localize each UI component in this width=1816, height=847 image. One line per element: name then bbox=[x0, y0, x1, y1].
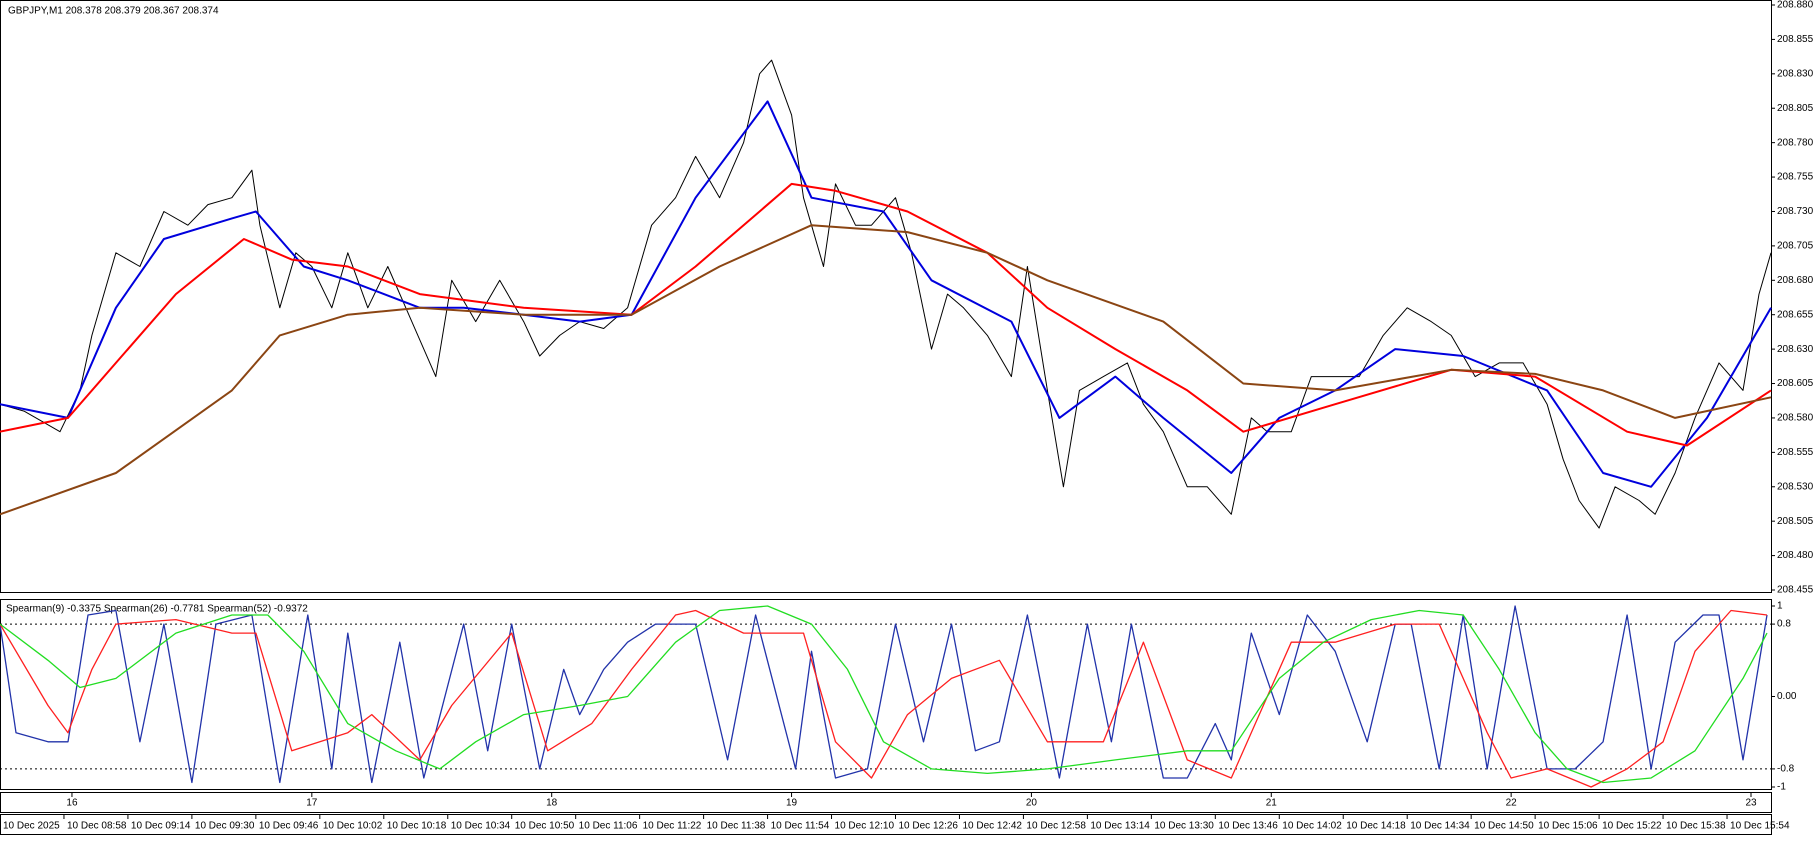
x-tick-label: 10 Dec 14:18 bbox=[1346, 821, 1406, 832]
indicator-frame bbox=[0, 599, 1772, 790]
x-tick-label: 10 Dec 11:54 bbox=[771, 821, 830, 832]
main-title: GBPJPY,M1 208.378 208.379 208.367 208.37… bbox=[8, 6, 219, 17]
x-tick-label: 10 Dec 09:46 bbox=[259, 821, 319, 832]
y-tick-label: 0.8 bbox=[1777, 619, 1791, 630]
indicator-title: Spearman(9) -0.3375 Spearman(26) -0.7781… bbox=[6, 604, 308, 615]
day-tick-label: 21 bbox=[1266, 798, 1278, 809]
y-tick-label: 208.880 bbox=[1777, 0, 1814, 11]
x-tick-label: 10 Dec 12:10 bbox=[835, 821, 895, 832]
series-line bbox=[0, 224, 1772, 516]
series-line bbox=[0, 609, 1768, 788]
day-tick-label: 22 bbox=[1506, 798, 1518, 809]
y-tick-label: 208.530 bbox=[1777, 481, 1814, 492]
x-tick-label: 10 Dec 14:34 bbox=[1410, 821, 1470, 832]
y-tick-label: 208.780 bbox=[1777, 137, 1814, 148]
y-tick-label: -0.8 bbox=[1777, 764, 1795, 775]
y-tick-label: -1 bbox=[1777, 782, 1786, 793]
day-tick-label: 17 bbox=[306, 798, 318, 809]
x-tick-label: 10 Dec 15:38 bbox=[1666, 821, 1726, 832]
x-tick-label: 10 Dec 13:46 bbox=[1218, 821, 1278, 832]
x-tick-label: 10 Dec 11:38 bbox=[707, 821, 766, 832]
x-tick-label: 10 Dec 09:30 bbox=[195, 821, 255, 832]
y-tick-label: 208.705 bbox=[1777, 241, 1814, 252]
y-tick-label: 0.00 bbox=[1777, 691, 1797, 702]
y-tick-label: 208.730 bbox=[1777, 206, 1814, 217]
y-tick-label: 208.855 bbox=[1777, 34, 1814, 45]
day-tick-label: 19 bbox=[786, 798, 798, 809]
x-tick-label: 10 Dec 08:58 bbox=[67, 821, 127, 832]
x-tick-label: 10 Dec 2025 bbox=[3, 821, 60, 832]
x-tick-label: 10 Dec 10:18 bbox=[387, 821, 447, 832]
x-tick-label: 10 Dec 10:50 bbox=[515, 821, 575, 832]
main-frame bbox=[0, 0, 1772, 593]
day-tick-label: 18 bbox=[546, 798, 558, 809]
x-tick-label: 10 Dec 15:54 bbox=[1730, 821, 1790, 832]
series-line bbox=[0, 605, 1768, 784]
y-tick-label: 1 bbox=[1777, 601, 1783, 612]
x-tick-label: 10 Dec 13:30 bbox=[1154, 821, 1214, 832]
x-tick-label: 10 Dec 11:22 bbox=[643, 821, 702, 832]
day-tick-label: 20 bbox=[1026, 798, 1038, 809]
day-tick-label: 23 bbox=[1745, 798, 1757, 809]
y-tick-label: 208.580 bbox=[1777, 413, 1814, 424]
y-tick-label: 208.480 bbox=[1777, 550, 1814, 561]
y-tick-label: 208.455 bbox=[1777, 585, 1814, 596]
x-tick-label: 10 Dec 15:06 bbox=[1538, 821, 1598, 832]
day-strip bbox=[0, 792, 1772, 813]
time-strip bbox=[0, 814, 1772, 835]
series-line bbox=[0, 100, 1772, 488]
x-tick-label: 10 Dec 11:06 bbox=[579, 821, 638, 832]
x-tick-label: 10 Dec 09:14 bbox=[131, 821, 191, 832]
x-tick-label: 10 Dec 12:26 bbox=[898, 821, 958, 832]
x-tick-label: 10 Dec 12:58 bbox=[1026, 821, 1086, 832]
y-tick-label: 208.505 bbox=[1777, 516, 1814, 527]
y-tick-label: 208.805 bbox=[1777, 103, 1814, 114]
x-tick-label: 10 Dec 14:02 bbox=[1282, 821, 1342, 832]
y-tick-label: 208.630 bbox=[1777, 344, 1814, 355]
x-tick-label: 10 Dec 12:42 bbox=[962, 821, 1022, 832]
x-tick-label: 10 Dec 13:14 bbox=[1090, 821, 1150, 832]
y-tick-label: 208.830 bbox=[1777, 68, 1814, 79]
day-tick-label: 16 bbox=[66, 798, 78, 809]
y-tick-label: 208.655 bbox=[1777, 309, 1814, 320]
y-tick-label: 208.755 bbox=[1777, 172, 1814, 183]
x-tick-label: 10 Dec 10:02 bbox=[323, 821, 383, 832]
x-tick-label: 10 Dec 15:22 bbox=[1602, 821, 1662, 832]
x-tick-label: 10 Dec 14:50 bbox=[1474, 821, 1534, 832]
series-line bbox=[0, 605, 1768, 784]
x-tick-label: 10 Dec 10:34 bbox=[451, 821, 511, 832]
y-tick-label: 208.605 bbox=[1777, 378, 1814, 389]
y-tick-label: 208.555 bbox=[1777, 447, 1814, 458]
y-tick-label: 208.680 bbox=[1777, 275, 1814, 286]
